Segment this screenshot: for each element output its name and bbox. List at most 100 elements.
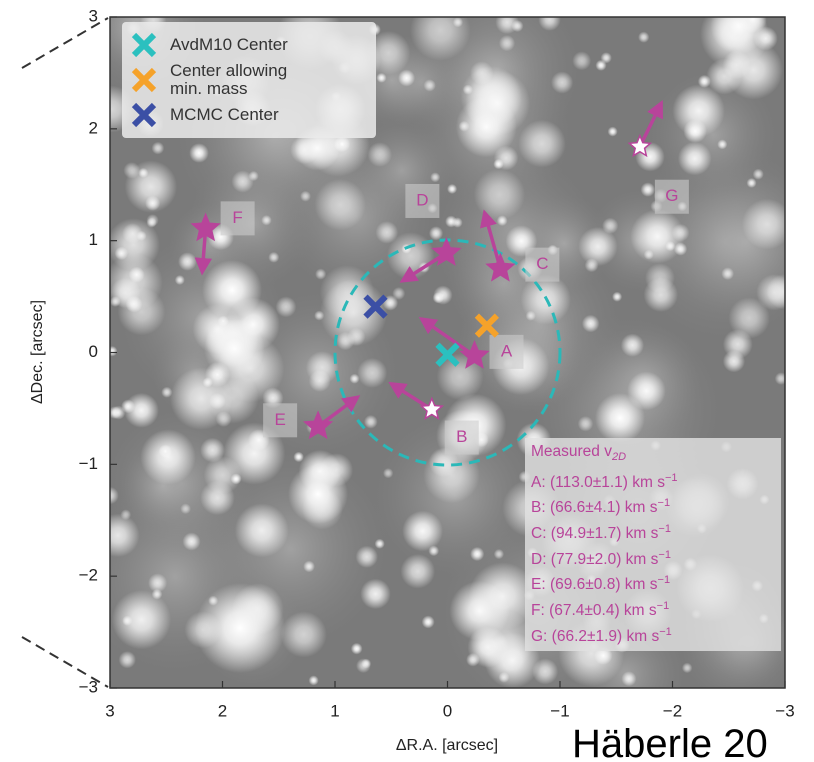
legend-entry: MCMC Center: [130, 101, 368, 129]
sky-star: [110, 486, 119, 505]
sky-star: [428, 226, 444, 241]
sky-star: [123, 162, 141, 179]
sky-star: [423, 79, 436, 92]
star-marker: [419, 396, 445, 420]
star-label: C: [536, 254, 548, 273]
sky-star: [375, 221, 399, 244]
sky-star: [148, 573, 168, 593]
y-tick-label: 0: [89, 342, 98, 361]
legend-icon: [131, 102, 157, 128]
sky-star: [572, 51, 592, 71]
velocity-row: A: (113.0±1.1) km s−1: [531, 468, 775, 494]
legend-entry: Center allowing min. mass: [130, 62, 368, 98]
velocity-exp: −1: [658, 548, 671, 561]
legend-icon: [131, 32, 157, 58]
sky-star: [721, 267, 735, 280]
sky-star: [367, 142, 393, 167]
sky-star: [681, 662, 693, 674]
y-axis-title: ΔDec. [arcsec]: [29, 300, 46, 404]
cross-stroke: [363, 294, 388, 319]
sky-star: [432, 292, 444, 304]
velocity-text: A: (113.0±1.1) km s: [531, 473, 665, 491]
sky-star: [234, 503, 289, 558]
sky-star: [280, 611, 327, 658]
star-label: G: [665, 186, 678, 205]
star-label-box: [525, 247, 560, 282]
sky-star: [445, 215, 458, 228]
sky-star: [111, 590, 172, 650]
cross-stroke: [131, 67, 157, 93]
sky-star: [215, 411, 232, 427]
sky-star: [300, 190, 311, 202]
velocity-row: B: (66.6±4.1) km s−1: [531, 493, 775, 519]
sky-star: [293, 451, 304, 463]
sky-star: [436, 353, 484, 401]
sky-star: [752, 168, 764, 180]
sky-star: [607, 126, 618, 137]
velocity-text: B: (66.6±4.1) km s: [531, 499, 658, 517]
cross-stroke: [435, 342, 460, 367]
velocity-row: C: (94.9±1.7) km s−1: [531, 519, 775, 545]
sky-star: [268, 251, 280, 263]
sky-star: [493, 158, 504, 170]
y-tick-label: −1: [79, 454, 98, 473]
sky-star: [223, 422, 286, 485]
sky-star: [288, 464, 348, 524]
sky-star: [766, 274, 785, 310]
sky-star: [195, 583, 285, 673]
sky-star: [532, 658, 559, 685]
sky-star: [350, 642, 363, 655]
sky-star: [110, 513, 140, 558]
sky-star: [315, 268, 327, 280]
sky-star: [630, 209, 685, 264]
sky-star: [392, 287, 406, 300]
velocity-exp: −1: [665, 471, 678, 484]
sky-star: [728, 297, 770, 339]
sky-star: [374, 538, 385, 549]
star-label: F: [232, 208, 242, 227]
sky-star: [355, 545, 378, 568]
sky-star: [122, 223, 143, 244]
star-label-box: [444, 420, 479, 455]
velocity-exp: −1: [657, 497, 671, 510]
sky-star: [470, 546, 485, 562]
sky-star: [357, 357, 388, 388]
star-marker: [459, 339, 490, 369]
legend-entry: AvdM10 Center: [130, 31, 368, 59]
sky-star: [723, 40, 783, 100]
star-marker: [431, 237, 462, 266]
sky-star: [746, 177, 757, 188]
sky-star: [178, 252, 197, 271]
sky-star: [717, 139, 728, 150]
sky-star: [120, 509, 132, 521]
velocity-title-sub: 2D: [611, 451, 627, 464]
sky-star: [146, 217, 157, 228]
sky-star: [145, 195, 161, 211]
sky-star: [741, 198, 785, 250]
sky-star: [402, 510, 443, 552]
center-marker: [435, 342, 460, 367]
sky-star: [640, 182, 656, 197]
sky-star: [356, 658, 371, 674]
legend-icon: [131, 67, 157, 93]
x-tick-label: 0: [443, 701, 452, 720]
x-tick-label: −3: [775, 701, 794, 720]
velocity-row: E: (69.6±0.8) km s−1: [531, 570, 775, 596]
sky-star: [620, 333, 645, 357]
sky-star: [581, 314, 600, 333]
sky-star: [180, 503, 191, 515]
credit: Häberle 20: [572, 722, 768, 762]
sky-star: [473, 168, 526, 221]
sky-star: [525, 310, 536, 321]
sky-star: [118, 651, 136, 669]
sky-star: [423, 446, 480, 504]
sky-star: [261, 214, 272, 226]
sky-star: [121, 399, 135, 414]
sky-star: [578, 226, 618, 267]
velocity-exp: −1: [658, 522, 671, 535]
legend-label: AvdM10 Center: [170, 35, 288, 54]
y-tick-label: 1: [89, 230, 98, 249]
velocity-text: F: (67.4±0.4) km s: [531, 602, 657, 620]
velocity-text: G: (66.2±1.9) km s: [531, 627, 660, 645]
sky-star: [577, 416, 594, 432]
